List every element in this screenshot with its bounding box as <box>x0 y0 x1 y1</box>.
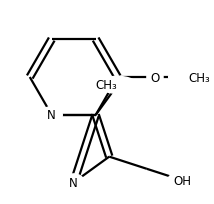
Text: CH₃: CH₃ <box>96 79 118 92</box>
Ellipse shape <box>169 69 207 86</box>
Text: N: N <box>47 109 56 122</box>
Text: O: O <box>150 71 160 84</box>
Text: OH: OH <box>173 174 191 187</box>
Ellipse shape <box>98 77 137 94</box>
Ellipse shape <box>41 107 62 124</box>
Text: N: N <box>69 176 78 189</box>
Ellipse shape <box>168 172 197 189</box>
Text: CH₃: CH₃ <box>188 71 210 84</box>
Ellipse shape <box>147 70 163 85</box>
Ellipse shape <box>63 174 84 191</box>
